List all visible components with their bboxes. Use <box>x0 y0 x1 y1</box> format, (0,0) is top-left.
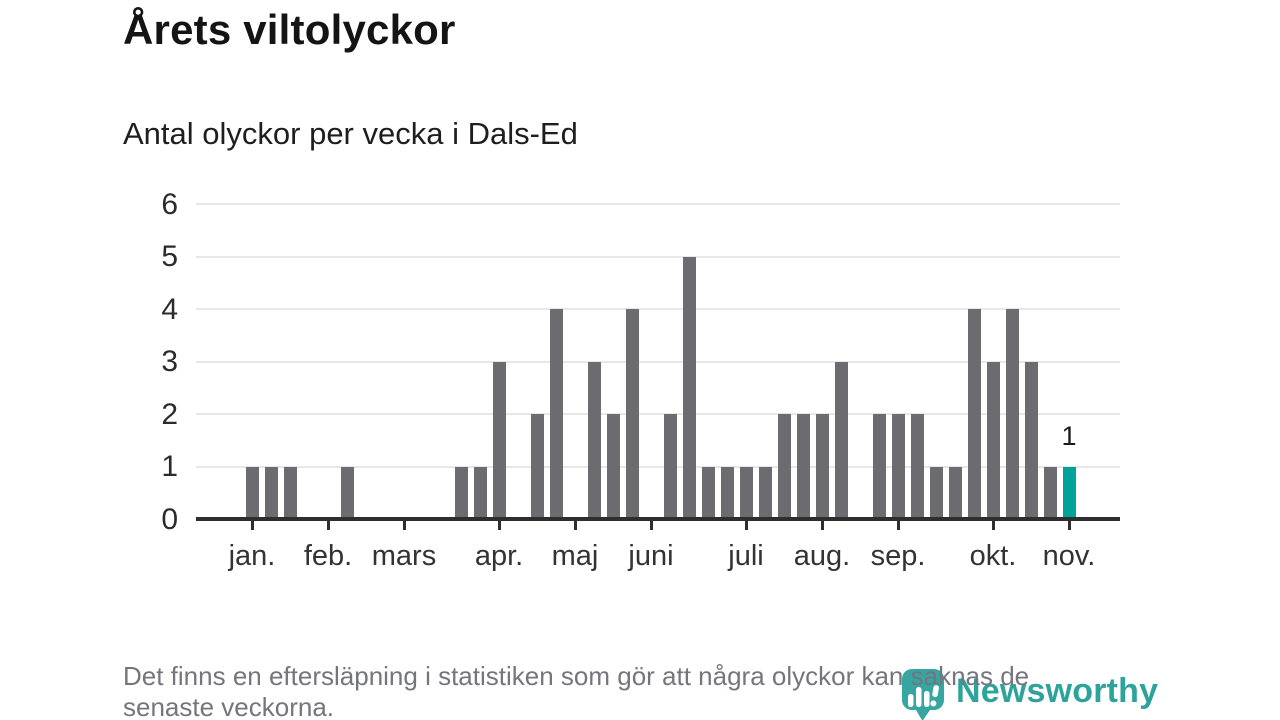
newsworthy-pin-icon <box>902 669 944 720</box>
chart-subtitle: Antal olyckor per vecka i Dals-Ed <box>123 116 578 151</box>
bar-week-34 <box>872 414 886 519</box>
footer-note-line-1: Det finns en eftersläpning i statistiken… <box>123 661 1030 691</box>
page-title: Årets viltolyckor <box>123 6 456 53</box>
gridline-y-6 <box>196 203 1120 205</box>
bar-week-6 <box>340 466 354 519</box>
bar-week-43 <box>1043 466 1057 519</box>
bar-week-42 <box>1024 361 1038 519</box>
bar-week-13 <box>473 466 487 519</box>
y-axis-label-1: 1 <box>161 450 178 483</box>
x-tick-sep <box>896 521 900 530</box>
bar-week-37 <box>929 466 943 519</box>
bar-week-32 <box>834 361 848 519</box>
x-tick-apr <box>497 521 501 530</box>
x-tick-juni <box>649 521 653 530</box>
x-tick-juli <box>744 521 748 530</box>
bar-week-25 <box>701 466 715 519</box>
plot-area: 0 1 2 3 4 5 6 1 jan. feb. mars apr. maj juni juli aug. s… <box>161 188 1120 572</box>
newsworthy-logo: Newsworthy <box>902 668 1162 720</box>
x-tick-mars <box>402 521 406 530</box>
x-month-label-okt: okt. <box>969 540 1017 572</box>
x-month-label-apr: apr. <box>474 540 524 572</box>
x-month-label-juli: juli <box>728 540 764 572</box>
footer-note-line-2: senaste veckorna. <box>123 692 335 720</box>
bar-week-12 <box>454 466 468 519</box>
gridline-y-1 <box>196 465 1120 468</box>
x-tick-feb <box>326 521 330 530</box>
x-tick-aug <box>820 521 824 530</box>
bar-week-26 <box>720 466 734 519</box>
y-axis-label-6: 6 <box>161 187 178 221</box>
bar-week-30 <box>796 414 810 519</box>
x-month-label-aug: aug. <box>793 540 851 572</box>
y-axis-label-5: 5 <box>161 240 178 273</box>
bar-week-24 <box>682 256 696 519</box>
y-axis-label-0: 0 <box>161 502 178 536</box>
bar-week-17 <box>549 309 563 519</box>
bar-week-38 <box>948 466 962 519</box>
bar-week-36 <box>910 414 924 519</box>
bar-week-21 <box>625 309 639 519</box>
x-tick-nov <box>1067 521 1071 530</box>
y-axis-label-3: 3 <box>161 345 178 378</box>
x-axis-line <box>196 517 1120 521</box>
bar-week-40 <box>986 361 1000 519</box>
bar-week-16 <box>530 414 544 519</box>
x-month-label-nov: nov. <box>1042 540 1096 572</box>
x-month-label-mars: mars <box>371 540 437 572</box>
gridline-y-5 <box>196 255 1120 258</box>
bar-week-27 <box>739 466 753 519</box>
gridline-y-4 <box>196 308 1120 310</box>
y-axis-label-2: 2 <box>161 397 178 431</box>
bar-week-31 <box>815 414 829 519</box>
bar-week-19 <box>587 361 601 519</box>
bar-week-20 <box>606 414 620 519</box>
x-month-label-juni: juni <box>628 540 674 572</box>
gridline-y-2 <box>196 413 1120 415</box>
bar-week-35 <box>891 414 905 519</box>
bar-week-14 <box>492 361 506 519</box>
y-axis-label-4: 4 <box>161 292 178 326</box>
bar-highlight-week-44 <box>1062 466 1076 519</box>
bar-value-label: 1 <box>1061 420 1077 451</box>
x-tick-okt <box>991 521 995 530</box>
bar-week-28 <box>758 466 772 519</box>
x-month-label-feb: feb. <box>303 540 353 572</box>
x-month-label-jan: jan. <box>228 540 276 572</box>
bar-week-29 <box>777 414 791 519</box>
bar-week-3 <box>283 466 297 519</box>
bar-week-1 <box>245 466 259 519</box>
bar-week-23 <box>663 414 677 519</box>
footer-note: Det finns en eftersläpning i statistiken… <box>123 661 1029 720</box>
bar-week-2 <box>264 466 278 519</box>
x-tick-jan <box>250 521 254 530</box>
newsworthy-wordmark: Newsworthy <box>956 672 1159 710</box>
x-month-label-maj: maj <box>551 540 599 572</box>
bar-week-41 <box>1005 309 1019 519</box>
x-month-label-sep: sep. <box>870 540 926 572</box>
gridline-y-3 <box>196 360 1120 363</box>
x-tick-maj <box>573 521 577 530</box>
bar-week-39 <box>967 309 981 519</box>
